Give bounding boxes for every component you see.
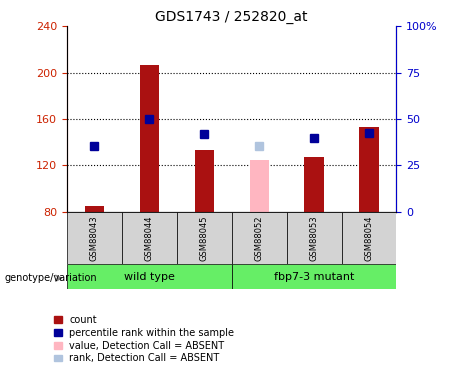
Legend: count, percentile rank within the sample, value, Detection Call = ABSENT, rank, : count, percentile rank within the sample… [51, 312, 237, 366]
Text: GSM88053: GSM88053 [309, 215, 319, 261]
Text: wild type: wild type [124, 272, 175, 282]
Text: genotype/variation: genotype/variation [5, 273, 97, 283]
Bar [360, 127, 378, 212]
Text: fbp7-3 mutant: fbp7-3 mutant [274, 272, 354, 282]
Bar [287, 212, 342, 264]
Bar [177, 212, 231, 264]
Bar [231, 264, 396, 289]
Text: GSM88044: GSM88044 [145, 215, 154, 261]
Bar [249, 160, 269, 212]
Text: GSM88054: GSM88054 [365, 215, 373, 261]
Text: GSM88052: GSM88052 [254, 215, 264, 261]
Bar [231, 212, 287, 264]
Bar [304, 158, 324, 212]
Bar [195, 150, 214, 212]
Bar [67, 264, 231, 289]
Bar [140, 64, 159, 212]
Title: GDS1743 / 252820_at: GDS1743 / 252820_at [155, 10, 308, 24]
Bar [67, 212, 122, 264]
Text: GSM88045: GSM88045 [200, 215, 209, 261]
Text: GSM88043: GSM88043 [90, 215, 99, 261]
Bar [85, 206, 104, 212]
Bar [122, 212, 177, 264]
Bar [342, 212, 396, 264]
